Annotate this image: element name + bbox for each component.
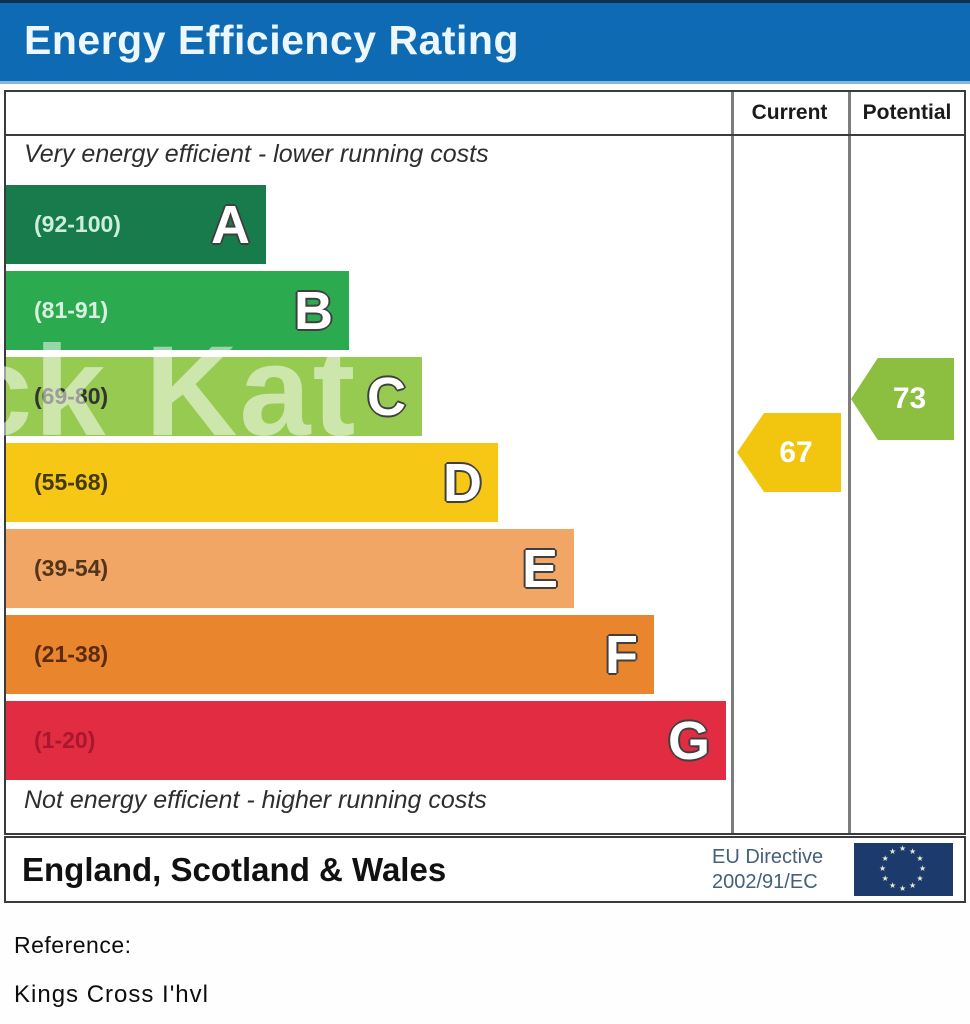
eu-flag-star: ★ [889, 881, 897, 891]
eu-flag-star: ★ [881, 874, 889, 883]
band-d-range: (55-68) [34, 469, 109, 495]
band-e-range: (39-54) [34, 555, 109, 581]
band-g: (1-20) G [6, 701, 726, 780]
potential-rating-arrow: 73 [851, 358, 954, 440]
current-column-divider [731, 92, 734, 833]
band-c: (69-80) C [6, 357, 422, 436]
region-label: England, Scotland & Wales [22, 851, 447, 888]
energy-rating-chart: Current Potential Very energy efficient … [0, 90, 966, 835]
eu-flag-star: ★ [916, 854, 924, 863]
eu-flag-star: ★ [919, 864, 927, 873]
eu-flag-star: ★ [909, 881, 917, 891]
eu-flag-star: ★ [889, 846, 897, 856]
band-e-letter: E [521, 538, 558, 599]
eu-flag-icon: ★ ★ ★ ★ ★ ★ ★ ★ ★ ★ ★ ★ [854, 843, 953, 896]
footer-bar: England, Scotland & Wales EU Directive 2… [4, 836, 966, 903]
column-header-potential: Potential [862, 101, 952, 124]
band-g-range: (1-20) [34, 727, 96, 753]
eu-flag-star: ★ [899, 844, 907, 853]
eu-flag-star: ★ [899, 884, 907, 893]
band-d: (55-68) D [6, 443, 498, 522]
eu-directive-line1: EU Directive [712, 846, 824, 868]
page-title: Energy Efficiency Rating [24, 17, 520, 63]
potential-column-divider [848, 92, 851, 833]
eu-flag-star: ★ [916, 874, 924, 883]
band-f-range: (21-38) [34, 641, 109, 667]
caption-not-efficient: Not energy efficient - higher running co… [24, 786, 487, 814]
current-rating-value: 67 [779, 435, 813, 469]
caption-very-efficient: Very energy efficient - lower running co… [24, 140, 489, 168]
current-rating-arrow: 67 [737, 413, 841, 492]
reference-value: Kings Cross I'hvl [14, 981, 209, 1008]
band-a-range: (92-100) [34, 211, 121, 237]
eu-flag-star: ★ [909, 846, 917, 856]
band-f: (21-38) F [6, 615, 654, 694]
band-e: (39-54) E [6, 529, 574, 608]
eu-flag-star: ★ [881, 854, 889, 863]
reference-block: Reference: Kings Cross I'hvl [14, 932, 209, 1009]
band-b: (81-91) B [6, 271, 349, 350]
band-a: (92-100) A [6, 185, 266, 264]
potential-rating-value: 73 [892, 382, 927, 415]
band-c-range: (69-80) [34, 383, 109, 409]
column-header-current: Current [751, 101, 828, 124]
band-f-letter: F [605, 624, 638, 685]
eu-directive-label: EU Directive 2002/91/EC [712, 845, 823, 895]
band-b-letter: B [294, 280, 333, 341]
band-a-letter: A [211, 194, 250, 255]
reference-label: Reference: [14, 932, 132, 958]
eu-flag-star: ★ [879, 864, 887, 873]
band-d-letter: D [443, 452, 482, 513]
band-g-letter: G [667, 710, 710, 771]
band-b-range: (81-91) [34, 297, 109, 323]
band-c-letter: C [367, 366, 406, 427]
title-bar: Energy Efficiency Rating [0, 0, 970, 84]
header-divider [6, 134, 964, 136]
eu-directive-line2: 2002/91/EC [712, 871, 818, 893]
